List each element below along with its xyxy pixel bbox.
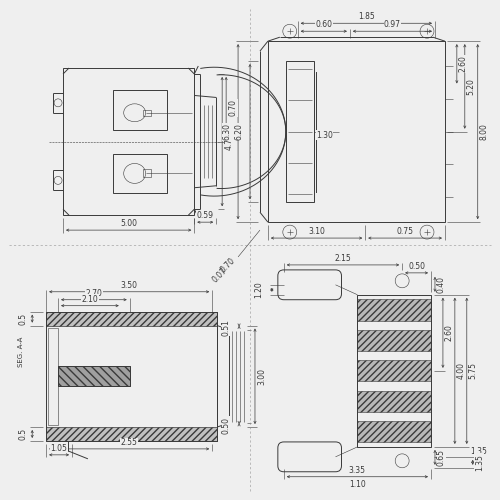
Text: 0.07: 0.07: [211, 266, 230, 284]
Text: 2.15: 2.15: [334, 254, 351, 263]
Text: 0.97: 0.97: [384, 20, 401, 29]
Text: 5.20: 5.20: [467, 78, 476, 95]
Text: 2.10: 2.10: [82, 294, 98, 304]
Text: 2.55: 2.55: [120, 438, 138, 447]
Text: 3.50: 3.50: [120, 281, 138, 290]
Text: 0.65: 0.65: [437, 449, 446, 466]
Text: 1.30: 1.30: [316, 130, 333, 140]
Text: 5.75: 5.75: [469, 362, 478, 380]
Text: 3.10: 3.10: [308, 227, 325, 236]
Bar: [48, 328, 58, 425]
Text: 1.05: 1.05: [50, 444, 68, 453]
Text: 3.00: 3.00: [257, 368, 266, 385]
Text: 2.70: 2.70: [86, 288, 102, 298]
Text: 0.5: 0.5: [18, 312, 28, 324]
Bar: [142, 110, 150, 116]
Text: 0.5: 0.5: [18, 428, 28, 440]
Text: 1.10: 1.10: [349, 480, 366, 489]
Text: 0.75: 0.75: [396, 227, 413, 236]
Text: 8.00: 8.00: [480, 123, 488, 140]
Text: 0.60: 0.60: [316, 20, 332, 29]
Text: 0.59: 0.59: [197, 211, 214, 220]
Bar: [46, 427, 217, 441]
Text: 4.75: 4.75: [224, 133, 233, 150]
Bar: [358, 294, 431, 447]
Text: 0.50: 0.50: [221, 416, 230, 434]
Bar: [46, 312, 217, 326]
Bar: [358, 390, 431, 412]
Bar: [358, 300, 431, 320]
Bar: [113, 90, 168, 130]
Text: 2.60: 2.60: [459, 56, 468, 72]
Bar: [358, 360, 431, 382]
Text: SEG. A-A: SEG. A-A: [18, 336, 24, 366]
Text: 0.70: 0.70: [219, 256, 238, 274]
Bar: [63, 68, 194, 215]
Text: 1.20: 1.20: [254, 282, 263, 298]
Text: 1.85: 1.85: [358, 12, 374, 22]
Bar: [286, 61, 314, 203]
Text: 6.30: 6.30: [222, 123, 231, 140]
Bar: [113, 154, 168, 194]
Bar: [268, 41, 445, 222]
Text: 0.40: 0.40: [437, 276, 446, 293]
Bar: [58, 366, 130, 386]
Text: 1.35: 1.35: [474, 454, 484, 471]
Bar: [358, 330, 431, 351]
Text: 1.35: 1.35: [470, 448, 487, 456]
Text: 6.20: 6.20: [234, 123, 243, 140]
Text: 0.50: 0.50: [408, 262, 425, 271]
Bar: [46, 312, 217, 441]
Text: 5.00: 5.00: [120, 219, 137, 228]
Text: 3.35: 3.35: [349, 466, 366, 474]
Text: 4.00: 4.00: [457, 362, 466, 380]
Text: 2.60: 2.60: [445, 324, 454, 341]
Bar: [58, 366, 130, 386]
Text: 0.70: 0.70: [228, 100, 237, 116]
Bar: [142, 170, 150, 177]
Bar: [358, 421, 431, 442]
Text: 0.51: 0.51: [221, 319, 230, 336]
